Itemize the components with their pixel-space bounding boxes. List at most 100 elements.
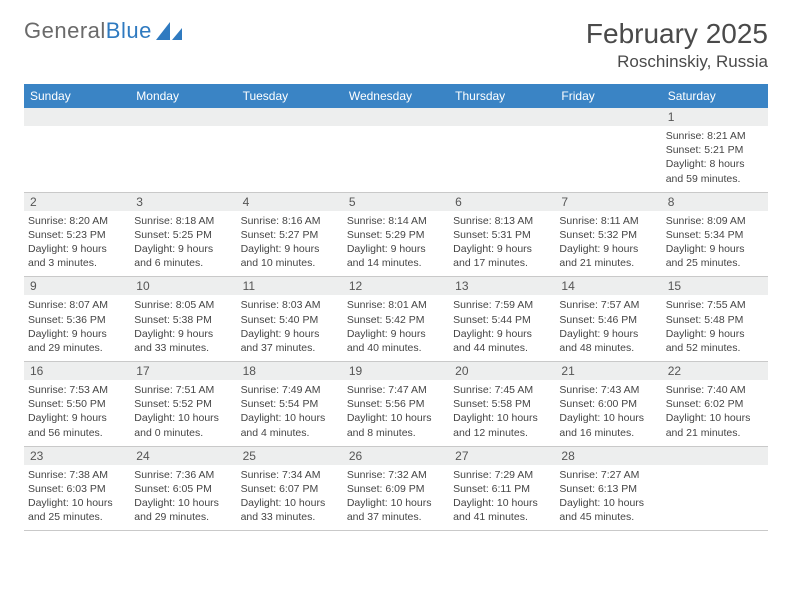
- sunrise-line: Sunrise: 7:45 AM: [453, 383, 551, 397]
- sunrise-line: Sunrise: 7:53 AM: [28, 383, 126, 397]
- day-info: Sunrise: 8:13 AMSunset: 5:31 PMDaylight:…: [453, 214, 551, 271]
- day-number: [24, 108, 130, 126]
- sunrise-line: Sunrise: 8:03 AM: [241, 298, 339, 312]
- daylight-line: Daylight: 10 hours and 29 minutes.: [134, 496, 232, 524]
- day-info: Sunrise: 8:14 AMSunset: 5:29 PMDaylight:…: [347, 214, 445, 271]
- sunset-line: Sunset: 5:27 PM: [241, 228, 339, 242]
- day-number: 11: [237, 277, 343, 295]
- day-info: Sunrise: 7:36 AMSunset: 6:05 PMDaylight:…: [134, 468, 232, 525]
- sunrise-line: Sunrise: 8:14 AM: [347, 214, 445, 228]
- day-cell: 25Sunrise: 7:34 AMSunset: 6:07 PMDayligh…: [237, 447, 343, 531]
- daylight-line: Daylight: 9 hours and 52 minutes.: [666, 327, 764, 355]
- week-row: 9Sunrise: 8:07 AMSunset: 5:36 PMDaylight…: [24, 277, 768, 362]
- day-cell: [130, 108, 236, 192]
- day-cell: 6Sunrise: 8:13 AMSunset: 5:31 PMDaylight…: [449, 193, 555, 277]
- day-cell: 12Sunrise: 8:01 AMSunset: 5:42 PMDayligh…: [343, 277, 449, 361]
- day-cell: 1Sunrise: 8:21 AMSunset: 5:21 PMDaylight…: [662, 108, 768, 192]
- sunrise-line: Sunrise: 8:05 AM: [134, 298, 232, 312]
- day-info: Sunrise: 7:40 AMSunset: 6:02 PMDaylight:…: [666, 383, 764, 440]
- day-number: 23: [24, 447, 130, 465]
- sunset-line: Sunset: 6:11 PM: [453, 482, 551, 496]
- month-title: February 2025: [586, 18, 768, 50]
- day-info: Sunrise: 8:18 AMSunset: 5:25 PMDaylight:…: [134, 214, 232, 271]
- sunset-line: Sunset: 5:29 PM: [347, 228, 445, 242]
- daylight-line: Daylight: 10 hours and 37 minutes.: [347, 496, 445, 524]
- sunset-line: Sunset: 5:48 PM: [666, 313, 764, 327]
- sunset-line: Sunset: 5:34 PM: [666, 228, 764, 242]
- sunset-line: Sunset: 5:38 PM: [134, 313, 232, 327]
- day-cell: 21Sunrise: 7:43 AMSunset: 6:00 PMDayligh…: [555, 362, 661, 446]
- sunset-line: Sunset: 6:13 PM: [559, 482, 657, 496]
- daylight-line: Daylight: 10 hours and 25 minutes.: [28, 496, 126, 524]
- day-number: 10: [130, 277, 236, 295]
- day-info: Sunrise: 7:34 AMSunset: 6:07 PMDaylight:…: [241, 468, 339, 525]
- day-info: Sunrise: 7:45 AMSunset: 5:58 PMDaylight:…: [453, 383, 551, 440]
- day-info: Sunrise: 8:07 AMSunset: 5:36 PMDaylight:…: [28, 298, 126, 355]
- day-number: 16: [24, 362, 130, 380]
- day-number: 28: [555, 447, 661, 465]
- title-block: February 2025 Roschinskiy, Russia: [586, 18, 768, 72]
- day-cell: [237, 108, 343, 192]
- daylight-line: Daylight: 9 hours and 10 minutes.: [241, 242, 339, 270]
- week-row: 23 Sunrise: 7:38 AMSunset: 6:03 PMDayligh…: [24, 447, 768, 532]
- day-cell: [555, 108, 661, 192]
- daylight-line: Daylight: 10 hours and 16 minutes.: [559, 411, 657, 439]
- day-info: Sunrise: 8:03 AMSunset: 5:40 PMDaylight:…: [241, 298, 339, 355]
- daylight-line: Daylight: 10 hours and 21 minutes.: [666, 411, 764, 439]
- sunrise-line: Sunrise: 8:18 AM: [134, 214, 232, 228]
- day-cell: 23 Sunrise: 7:38 AMSunset: 6:03 PMDayligh…: [24, 447, 130, 531]
- week-row: 2Sunrise: 8:20 AMSunset: 5:23 PMDaylight…: [24, 193, 768, 278]
- day-info: Sunrise: 7:55 AMSunset: 5:48 PMDaylight:…: [666, 298, 764, 355]
- sunset-line: Sunset: 5:54 PM: [241, 397, 339, 411]
- logo: GeneralBlue: [24, 18, 182, 44]
- sunrise-line: Sunrise: 7:51 AM: [134, 383, 232, 397]
- day-info: Sunrise: 7:38 AMSunset: 6:03 PMDaylight:…: [28, 468, 126, 525]
- day-info: Sunrise: 7:32 AMSunset: 6:09 PMDaylight:…: [347, 468, 445, 525]
- day-cell: 15 Sunrise: 7:55 AMSunset: 5:48 PMDayligh…: [662, 277, 768, 361]
- day-header-row: Sunday Monday Tuesday Wednesday Thursday…: [24, 84, 768, 108]
- day-number: 22: [662, 362, 768, 380]
- sunset-line: Sunset: 5:58 PM: [453, 397, 551, 411]
- day-cell: 14Sunrise: 7:57 AMSunset: 5:46 PMDayligh…: [555, 277, 661, 361]
- day-info: Sunrise: 7:43 AMSunset: 6:00 PMDaylight:…: [559, 383, 657, 440]
- day-cell: 4 Sunrise: 8:16 AMSunset: 5:27 PMDaylight…: [237, 193, 343, 277]
- day-cell: 8Sunrise: 8:09 AMSunset: 5:34 PMDaylight…: [662, 193, 768, 277]
- day-info: Sunrise: 8:11 AMSunset: 5:32 PMDaylight:…: [559, 214, 657, 271]
- sunrise-line: Sunrise: 7:27 AM: [559, 468, 657, 482]
- sunrise-line: Sunrise: 7:49 AM: [241, 383, 339, 397]
- daylight-line: Daylight: 9 hours and 14 minutes.: [347, 242, 445, 270]
- daylight-line: Daylight: 10 hours and 4 minutes.: [241, 411, 339, 439]
- sunrise-line: Sunrise: 8:07 AM: [28, 298, 126, 312]
- sunset-line: Sunset: 6:00 PM: [559, 397, 657, 411]
- sunrise-line: Sunrise: 7:57 AM: [559, 298, 657, 312]
- sunrise-line: Sunrise: 7:38 AM: [28, 468, 126, 482]
- day-number: 26: [343, 447, 449, 465]
- weeks-container: 1Sunrise: 8:21 AMSunset: 5:21 PMDaylight…: [24, 108, 768, 531]
- calendar: Sunday Monday Tuesday Wednesday Thursday…: [24, 84, 768, 531]
- daylight-line: Daylight: 9 hours and 29 minutes.: [28, 327, 126, 355]
- day-info: Sunrise: 7:29 AMSunset: 6:11 PMDaylight:…: [453, 468, 551, 525]
- day-info: Sunrise: 7:27 AMSunset: 6:13 PMDaylight:…: [559, 468, 657, 525]
- week-row: 16Sunrise: 7:53 AMSunset: 5:50 PMDayligh…: [24, 362, 768, 447]
- day-info: Sunrise: 7:51 AMSunset: 5:52 PMDaylight:…: [134, 383, 232, 440]
- day-number: [343, 108, 449, 126]
- day-cell: 17 Sunrise: 7:51 AMSunset: 5:52 PMDayligh…: [130, 362, 236, 446]
- sunrise-line: Sunrise: 8:21 AM: [666, 129, 764, 143]
- day-number: 15: [662, 277, 768, 295]
- sunrise-line: Sunrise: 7:43 AM: [559, 383, 657, 397]
- daylight-line: Daylight: 10 hours and 41 minutes.: [453, 496, 551, 524]
- day-number: 4: [237, 193, 343, 211]
- day-info: Sunrise: 7:47 AMSunset: 5:56 PMDaylight:…: [347, 383, 445, 440]
- day-number: 14: [555, 277, 661, 295]
- day-number: 13: [449, 277, 555, 295]
- sunrise-line: Sunrise: 7:55 AM: [666, 298, 764, 312]
- sunrise-line: Sunrise: 8:16 AM: [241, 214, 339, 228]
- day-number: 19: [343, 362, 449, 380]
- day-number: 1: [662, 108, 768, 126]
- day-number: 17: [130, 362, 236, 380]
- daylight-line: Daylight: 9 hours and 17 minutes.: [453, 242, 551, 270]
- dayhead-friday: Friday: [555, 84, 661, 108]
- sunset-line: Sunset: 5:46 PM: [559, 313, 657, 327]
- day-info: Sunrise: 8:16 AMSunset: 5:27 PMDaylight:…: [241, 214, 339, 271]
- sunrise-line: Sunrise: 7:40 AM: [666, 383, 764, 397]
